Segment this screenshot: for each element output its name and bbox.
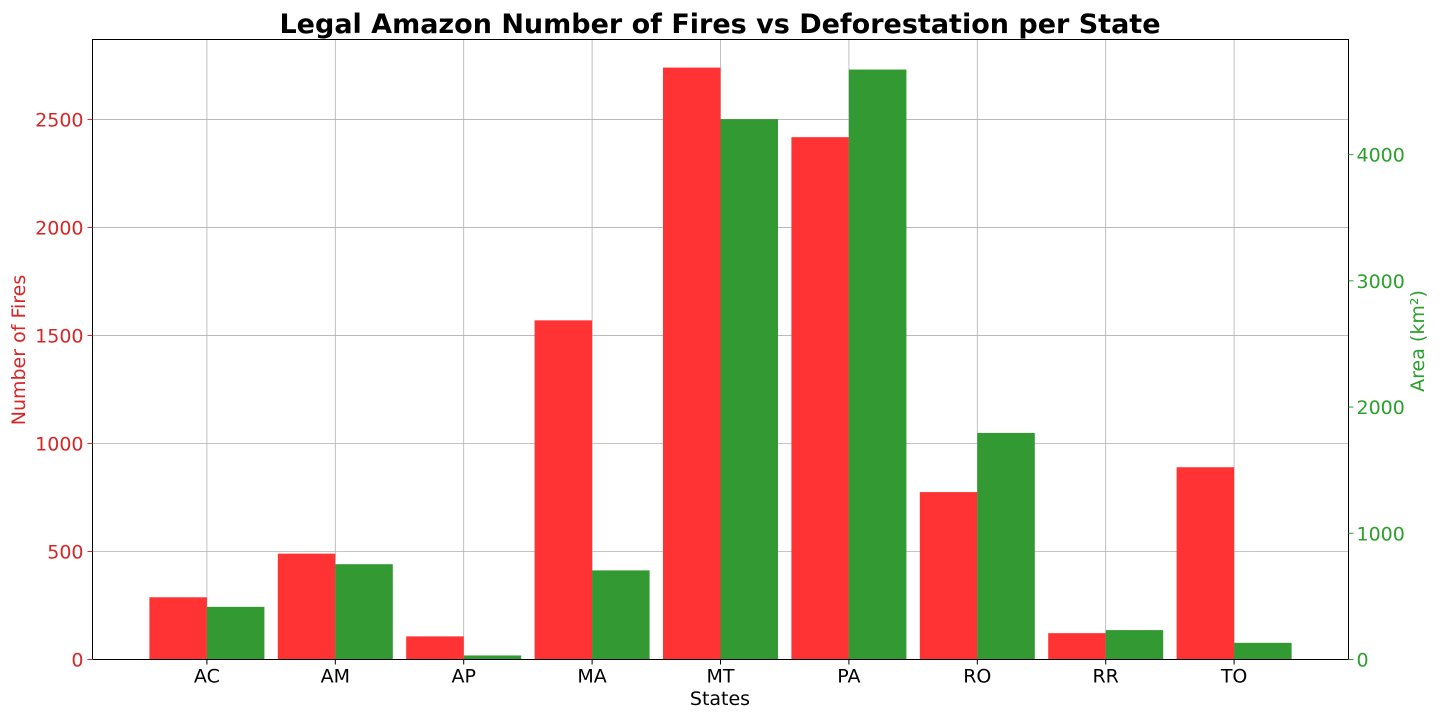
fires-bar-AP [406,636,464,660]
right-y-tick-label: 0 [1357,650,1369,672]
right-y-tick-label: 1000 [1357,523,1405,545]
left-y-axis: 0 500 1000 1500 2000 2500 [35,109,93,672]
area-bar-AP [463,655,522,660]
fires-bar-AC [149,597,207,660]
fires-bar-TO [1176,467,1235,660]
x-tick-label: AC [194,666,220,688]
area-bar-AC [206,606,265,660]
fires-bar-RO [919,492,978,660]
fires-bar-PA [791,137,849,660]
bars [149,67,1292,660]
area-bar-RR [1105,630,1164,660]
x-tick-label: AM [321,666,350,688]
area-bar-MT [720,119,778,660]
x-tick-label: MT [707,666,735,688]
left-y-tick-label: 0 [71,650,83,672]
fires-bar-MA [534,320,593,660]
right-y-tick-label: 4000 [1357,145,1405,167]
fires-bar-MT [663,67,721,660]
area-bar-MA [592,570,650,660]
fires-bar-AM [277,553,336,660]
chart-title: Legal Amazon Number of Fires vs Deforest… [279,9,1160,40]
right-y-axis: 0 1000 2000 3000 4000 [1348,145,1405,672]
x-axis-label: States [690,688,750,710]
fires-bar-RR [1048,633,1106,660]
right-y-axis-label: Area (km²) [1407,290,1429,392]
x-tick-label: AP [451,666,475,688]
left-y-tick-label: 2500 [35,109,83,131]
area-bar-PA [848,69,907,660]
left-y-tick-label: 1500 [35,325,83,347]
left-y-tick-label: 2000 [35,217,83,239]
x-tick-label: TO [1220,666,1248,688]
area-bar-AM [335,564,393,660]
right-y-tick-label: 2000 [1357,397,1405,419]
x-tick-label: RR [1092,666,1118,688]
x-tick-label: MA [577,666,606,688]
x-tick-label: PA [837,666,860,688]
area-bar-TO [1234,642,1292,660]
x-tick-label: RO [963,666,991,688]
left-y-tick-label: 500 [47,541,83,563]
left-y-axis-label: Number of Fires [8,275,30,426]
x-axis: AC AM AP MA MT PA RO RR TO [194,659,1248,688]
area-bar-RO [977,432,1035,660]
right-y-tick-label: 3000 [1357,271,1405,293]
left-y-tick-label: 1000 [35,433,83,455]
